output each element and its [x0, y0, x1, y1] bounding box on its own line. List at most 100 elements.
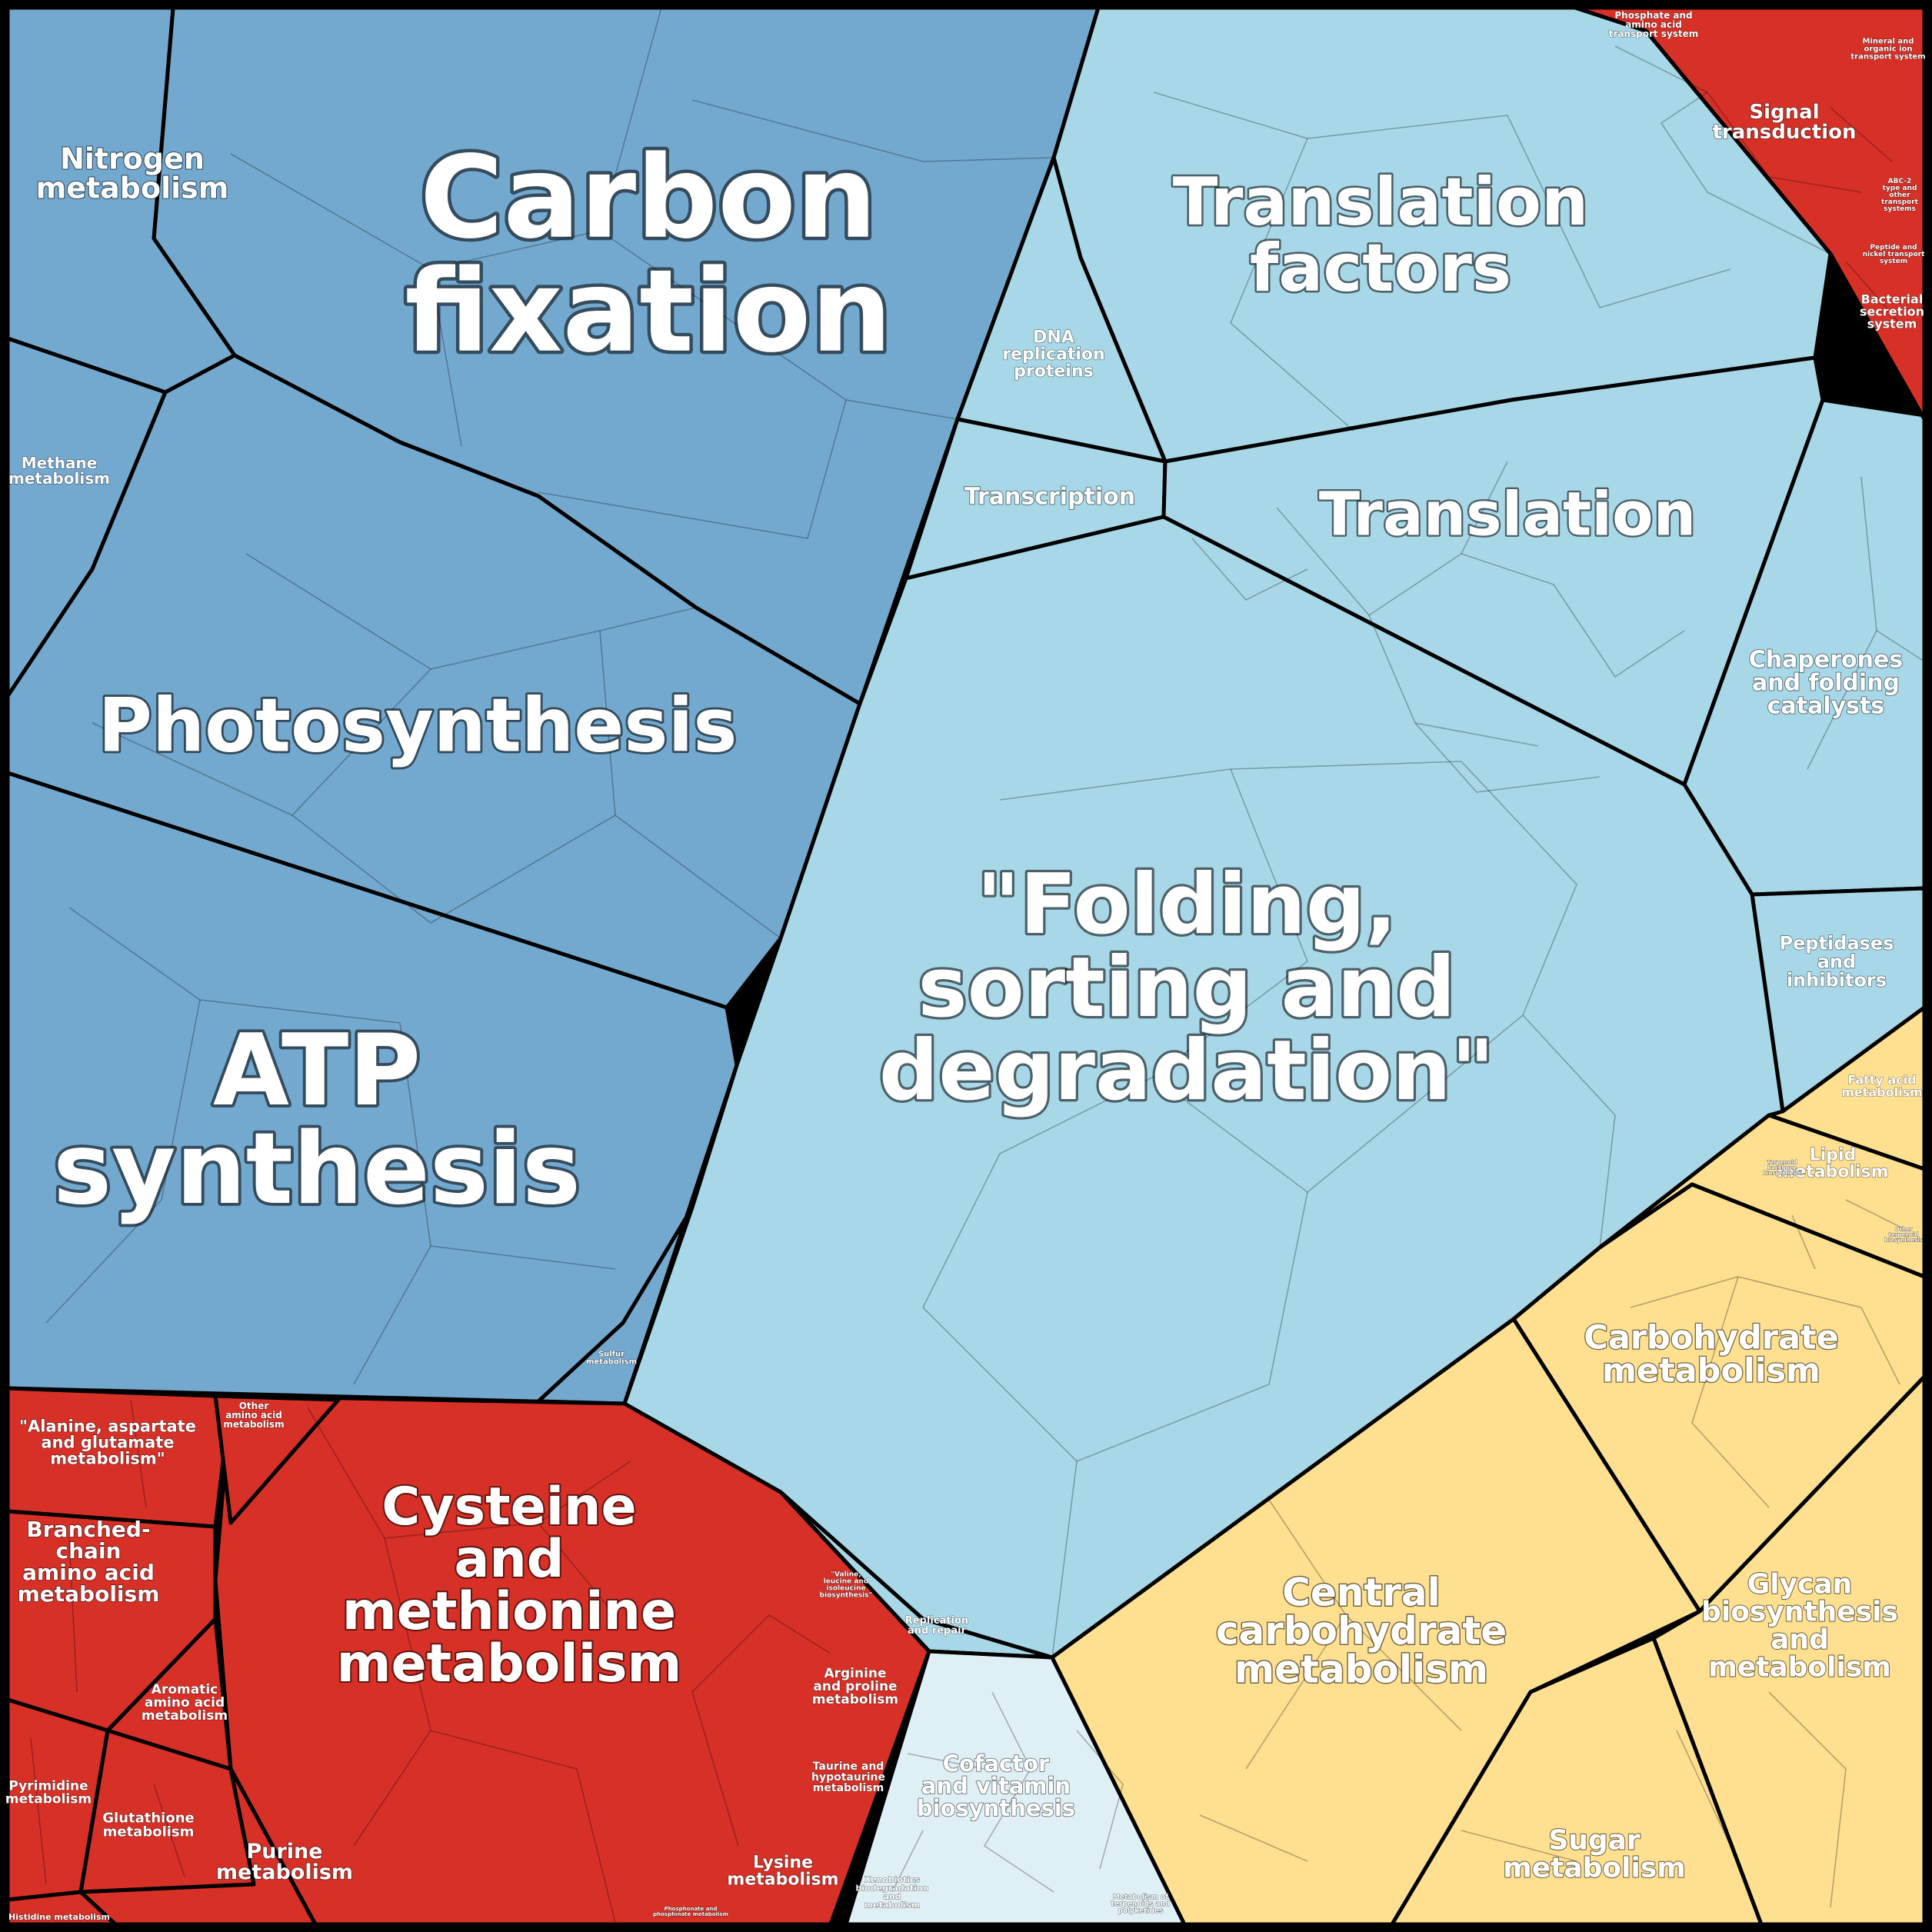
subcell-border — [153, 1784, 185, 1877]
label-line: metabolism — [586, 1358, 637, 1367]
label-line: ATP — [213, 1014, 421, 1128]
label-transcription: Transcription — [964, 484, 1135, 511]
label-taurine: Taurine and hypotaurine metabolism — [811, 1760, 885, 1794]
label-line: "Alanine, aspartate — [19, 1417, 196, 1435]
subcell-border — [1507, 115, 1731, 308]
label-line: amino acid — [1625, 19, 1682, 30]
label-line: Replication — [905, 1615, 968, 1627]
label-line: other — [1889, 192, 1910, 199]
label-line: ABC-2 — [1888, 178, 1912, 185]
label-histidine: Histidine metabolism — [8, 1912, 110, 1922]
label-line: and — [1770, 1624, 1829, 1656]
label-aromatic-amino-acid: Aromatic amino acid metabolism — [142, 1682, 228, 1724]
label-line: Lipid — [1810, 1146, 1857, 1165]
label-line: fixation — [405, 245, 892, 378]
label-line: and folding — [1752, 670, 1900, 697]
label-line: sorting and — [918, 940, 1455, 1036]
subcell-border — [1153, 92, 1508, 139]
label-line: Lysine — [753, 1854, 813, 1873]
label-folding-sorting: "Folding, sorting and degradation" — [879, 857, 1494, 1119]
label-line: factors — [1250, 230, 1511, 307]
subcell-border — [891, 1830, 924, 1893]
subcell-border — [599, 630, 781, 939]
subcell-border — [399, 1022, 616, 1270]
label-central-carbohydrate: Central carbohydrate metabolism — [1216, 1571, 1507, 1692]
subcell-border — [1860, 1307, 1900, 1385]
subcell-border — [1845, 261, 1900, 324]
subcell-border — [845, 399, 958, 420]
subcell-border — [384, 1537, 616, 1924]
subcell-border — [430, 607, 697, 670]
label-line: metabolism — [864, 1900, 921, 1910]
label-other-terpenoid: Other terpenoid biosynthesis — [1884, 1226, 1923, 1243]
label-line: and proline — [813, 1679, 897, 1694]
label-line: system — [1867, 317, 1917, 331]
label-purine: Purine metabolism — [216, 1840, 353, 1884]
label-line: Other — [239, 1401, 269, 1411]
label-other-amino-acid: Other amino acid metabolism — [223, 1401, 284, 1430]
subcell-border — [1768, 1691, 1847, 1908]
label-line: amino acid — [145, 1695, 225, 1710]
label-line: Chaperones — [1749, 647, 1903, 674]
label-lysine: Lysine metabolism — [727, 1854, 838, 1890]
label-line: Fatty acid — [1847, 1073, 1916, 1088]
subcell-border — [130, 1399, 147, 1508]
label-carbon-fixation: Carbon fixation — [405, 132, 892, 378]
label-pyrimidine: Pyrimidine metabolism — [5, 1778, 92, 1807]
subcell-border — [307, 1407, 616, 1616]
subcell-border — [691, 99, 1054, 162]
label-bacterial-secretion: Bacterial secretion system — [1860, 292, 1924, 331]
label-line: Aromatic — [152, 1682, 218, 1697]
label-xenobiotics: Xenobiotics biodegradation and metabolism — [856, 1874, 929, 1910]
label-photosynthesis: Photosynthesis — [98, 683, 737, 769]
label-line: Taurine and — [813, 1760, 884, 1773]
label-line: Photosynthesis — [98, 683, 737, 769]
cell-sugar — [1390, 1636, 1764, 1927]
label-line: leucine and — [824, 1578, 869, 1586]
label-line: Bacterial — [1861, 292, 1924, 307]
label-line: synthesis — [53, 1112, 581, 1227]
label-line: amino acid — [22, 1560, 155, 1585]
subcell-border — [230, 7, 662, 270]
subcell-border — [691, 1691, 739, 1847]
label-line: replication — [1002, 345, 1104, 365]
subcell-border — [1630, 1276, 1862, 1308]
label-line: Peptide and — [1870, 244, 1917, 251]
label-alanine-aspartate: "Alanine, aspartate and glutamate metaboli… — [19, 1417, 196, 1467]
label-line: metabolism — [142, 1708, 228, 1724]
subcell-border — [1276, 507, 1554, 617]
subcell-border — [1230, 138, 1354, 431]
subcell-border — [1676, 1730, 1731, 1847]
label-line: transport system — [1609, 28, 1699, 39]
label-line: biosynthesis — [917, 1795, 1075, 1821]
label-line: metabolism — [103, 1824, 195, 1840]
label-chaperones: Chaperones and folding catalysts — [1749, 647, 1903, 720]
label-line: biosynthesis — [1884, 1237, 1923, 1243]
subcell-border — [1076, 1730, 1124, 1870]
label-line: Xenobiotics — [864, 1874, 921, 1884]
cell-signal-transduction — [1573, 5, 1927, 421]
subcell-border — [1345, 1614, 1462, 1731]
label-line: metabolism — [1602, 1352, 1820, 1391]
label-peptidases: Peptidases and inhibitors — [1780, 932, 1894, 991]
subcell-border — [922, 1307, 1078, 1658]
label-glycan: Glycan biosynthesis and metabolism — [1701, 1569, 1898, 1684]
label-valine-leucine: "Valine, leucine and isoleucine biosynthesi… — [820, 1571, 873, 1600]
label-line: Glycan — [1747, 1569, 1853, 1601]
label-methane-metabolism: Methane metabolism — [8, 454, 110, 488]
label-line: Cofactor — [943, 1750, 1050, 1777]
label-line: biosynthesis" — [820, 1592, 873, 1600]
label-line: Histidine metabolism — [8, 1912, 110, 1922]
label-nitrogen-metabolism: Nitrogen metabolism — [36, 142, 229, 205]
label-peptide-nickel: Peptide and nickel transport system — [1863, 244, 1926, 265]
label-carbohydrate: Carbohydrate metabolism — [1584, 1319, 1838, 1391]
subcell-border — [1522, 1014, 1616, 1248]
subcell-border — [1553, 584, 1685, 678]
subcell-border — [922, 1076, 1154, 1308]
label-line: Cysteine — [381, 1477, 636, 1537]
label-line: and vitamin — [921, 1773, 1071, 1799]
subcell-border — [1845, 1199, 1908, 1231]
subcell-border — [1245, 1499, 1347, 1770]
label-line: nickel transport — [1863, 251, 1926, 258]
